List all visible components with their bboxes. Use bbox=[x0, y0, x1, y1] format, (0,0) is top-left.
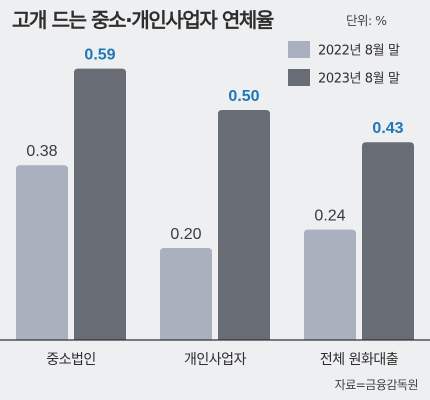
source-note: 자료=금융감독원 bbox=[334, 378, 419, 392]
bar-series2-1 bbox=[218, 110, 270, 340]
unit-label: 단위: % bbox=[346, 13, 387, 28]
value-label-series2-0: 0.59 bbox=[84, 47, 115, 64]
chart-title: 고개 드는 중소·개인사업자 연체율 bbox=[12, 8, 274, 32]
bar-series1-0 bbox=[16, 165, 68, 340]
value-label-series2-2: 0.43 bbox=[372, 120, 403, 137]
category-label-2: 전체 원화대출 bbox=[320, 352, 399, 368]
value-label-series2-1: 0.50 bbox=[228, 88, 259, 105]
value-label-series1-1: 0.20 bbox=[170, 226, 201, 243]
value-label-series1-0: 0.38 bbox=[26, 143, 57, 160]
legend-swatch-2 bbox=[288, 69, 310, 86]
bar-series1-2 bbox=[304, 229, 356, 340]
legend-label-1: 2022년 8월 말 bbox=[318, 44, 400, 59]
value-label-series1-2: 0.24 bbox=[314, 208, 345, 225]
category-label-1: 개인사업자 bbox=[184, 352, 247, 368]
legend-swatch-1 bbox=[288, 41, 310, 58]
category-label-0: 중소법인 bbox=[46, 352, 96, 368]
bar-series2-2 bbox=[362, 142, 414, 340]
legend-label-2: 2023년 8월 말 bbox=[318, 72, 400, 87]
legend: 2022년 8월 말 2023년 8월 말 bbox=[288, 41, 400, 87]
bars-group: 0.38 0.59 0.20 0.50 0.24 0.43 bbox=[16, 47, 414, 340]
category-labels: 중소법인 개인사업자 전체 원화대출 bbox=[46, 352, 399, 368]
bar-series2-0 bbox=[74, 68, 126, 340]
bar-series1-1 bbox=[160, 248, 212, 340]
